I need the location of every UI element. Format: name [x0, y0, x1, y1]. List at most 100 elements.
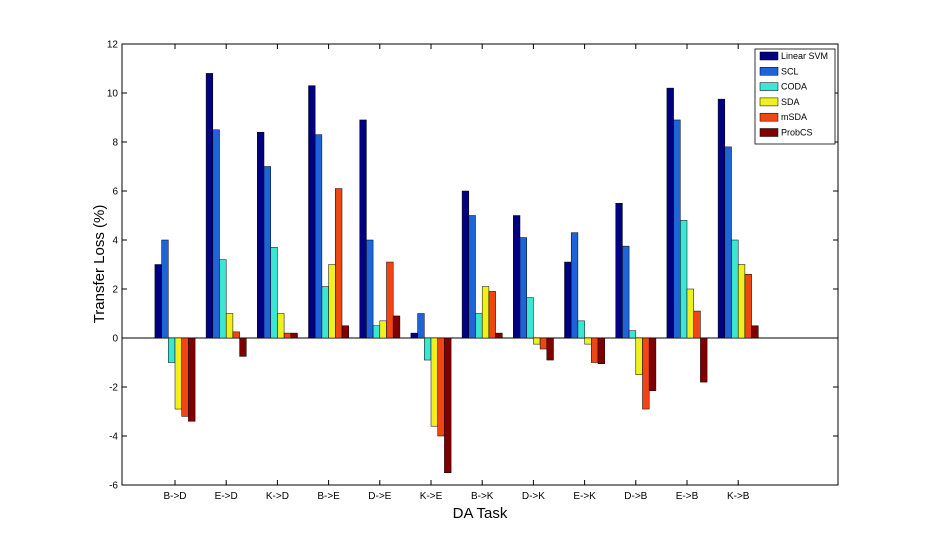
bar	[642, 337, 650, 410]
y-tick-label: 4	[112, 236, 118, 247]
x-tick-label: E->D	[215, 491, 238, 502]
x-tick-label: D->B	[624, 491, 647, 502]
legend-box	[754, 48, 836, 145]
y-tick-label: 10	[107, 89, 119, 100]
bar	[168, 337, 176, 363]
bar	[461, 190, 470, 339]
legend-label: SCL	[781, 66, 799, 76]
x-tick-label: K->B	[727, 491, 750, 502]
bar	[392, 315, 401, 339]
x-tick-label: E->B	[676, 491, 699, 502]
bar	[430, 337, 438, 427]
bar	[519, 237, 527, 339]
bar	[232, 331, 240, 339]
bar	[154, 264, 162, 339]
bar	[205, 73, 214, 339]
bar	[744, 274, 752, 339]
bar	[495, 332, 503, 339]
bar	[321, 286, 329, 339]
legend-swatch	[759, 112, 779, 122]
bar	[328, 264, 336, 339]
bar	[564, 261, 572, 339]
x-tick-label: D->K	[522, 491, 545, 502]
bar	[570, 232, 579, 339]
legend-swatch	[759, 97, 779, 107]
bar	[277, 313, 285, 339]
bar	[546, 337, 554, 361]
y-tick-label: 2	[112, 285, 118, 296]
bar	[724, 146, 732, 339]
y-tick-label: -2	[109, 383, 118, 394]
bar	[335, 188, 343, 339]
legend-label: Linear SVM	[781, 51, 828, 61]
bar	[181, 337, 189, 417]
bar	[628, 330, 637, 339]
legend-swatch	[759, 51, 779, 61]
bar	[648, 337, 657, 391]
legend-swatch	[759, 67, 779, 76]
bar	[366, 239, 374, 339]
bar	[341, 325, 349, 339]
bar	[270, 247, 278, 339]
legend: Linear SVM SCL CODA SDA mSDA ProbCS	[754, 48, 836, 145]
x-tick-label: K->D	[266, 491, 289, 502]
bar	[468, 215, 476, 339]
y-tick-label: -6	[109, 481, 118, 492]
bar	[444, 337, 452, 473]
bar	[359, 119, 367, 339]
bar	[290, 332, 298, 339]
bars-group	[154, 73, 759, 473]
bar	[615, 203, 623, 339]
bar	[577, 320, 585, 339]
bar	[263, 166, 271, 339]
bar	[597, 337, 605, 364]
bar	[283, 332, 292, 339]
bar	[533, 337, 541, 345]
bar	[700, 337, 708, 383]
y-tick-label: 0	[112, 334, 118, 345]
bar	[666, 87, 674, 339]
bar	[475, 313, 483, 339]
bar	[731, 239, 739, 339]
bar	[212, 129, 220, 339]
bar	[379, 320, 387, 339]
bar	[526, 297, 534, 339]
legend-swatch	[759, 128, 779, 137]
bar	[225, 313, 234, 339]
legend-label: SDA	[781, 97, 800, 107]
bar	[174, 337, 182, 410]
bar	[424, 337, 432, 361]
bar	[513, 215, 521, 339]
bar	[693, 310, 701, 339]
y-tick-label: 12	[107, 40, 119, 51]
bar	[488, 291, 496, 339]
legend-swatch	[759, 82, 779, 91]
bar	[417, 313, 425, 339]
bar	[308, 85, 316, 339]
bar	[686, 288, 694, 339]
bar	[591, 337, 599, 363]
x-tick-label: B->K	[471, 491, 494, 502]
bar	[584, 337, 592, 345]
y-tick-label: 8	[112, 138, 118, 149]
x-axis: B->D E->D K->D B->E D->E K->E B->K D->K E->K D->B…	[163, 44, 750, 502]
bar	[680, 220, 688, 339]
x-tick-label: K->E	[420, 491, 443, 502]
bar	[717, 98, 726, 339]
y-tick-label: -4	[109, 432, 118, 443]
bar	[539, 337, 548, 350]
bar	[386, 261, 394, 339]
bar	[751, 325, 759, 339]
bar	[635, 337, 643, 375]
bar	[239, 337, 247, 357]
x-tick-label: B->D	[163, 491, 186, 502]
x-tick-label: E->K	[573, 491, 596, 502]
bar	[314, 134, 323, 339]
x-tick-label: D->E	[368, 491, 391, 502]
y-axis: -6 -4 -2 0 2 4 6 8 10 12	[107, 40, 838, 492]
y-axis-title: Transfer Loss (%)	[91, 205, 108, 324]
bar	[161, 239, 169, 339]
bar	[622, 245, 630, 339]
bar	[737, 264, 746, 339]
